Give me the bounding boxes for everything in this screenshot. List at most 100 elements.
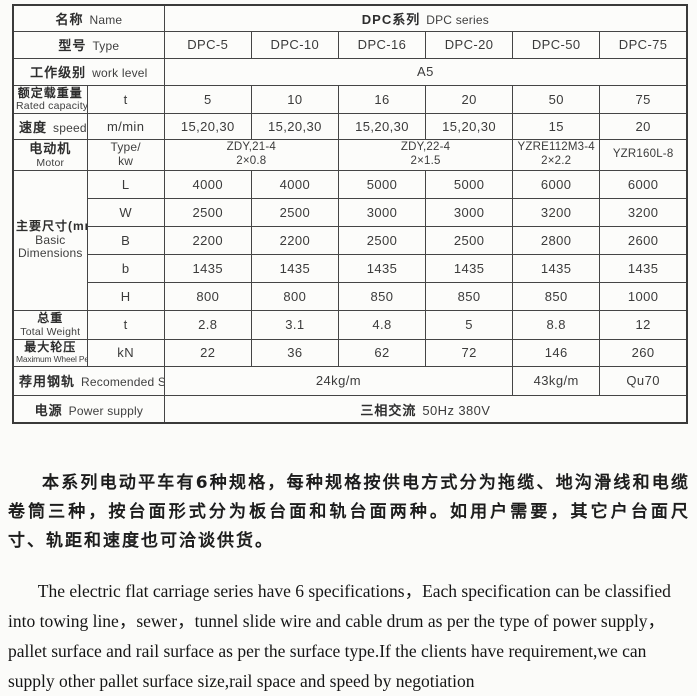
speed-cell: 15,20,30 xyxy=(425,113,514,141)
capacity-cell: 10 xyxy=(250,84,339,115)
dim-cell: 800 xyxy=(163,281,252,311)
capacity-cell: 20 xyxy=(425,84,514,115)
row-type-label: 型号 Type xyxy=(12,30,165,59)
dim-cell: 3200 xyxy=(599,197,688,227)
series-name-zh: DPC系列 xyxy=(361,11,421,27)
pressure-cell: 36 xyxy=(250,338,339,367)
row-dim-L: 主要尺寸(mm) Basic Dimensions L 4000 4000 50… xyxy=(12,169,688,311)
row-speed-label: 速度 speed xyxy=(12,113,88,141)
weight-cell: 5 xyxy=(425,309,514,340)
dim-cell: 850 xyxy=(337,281,427,311)
dim-key: b xyxy=(86,253,165,283)
capacity-cell: 5 xyxy=(163,84,252,115)
chinese-description-paragraph: 本系列电动平车有6种规格，每种规格按供电方式分为拖缆、地沟滑线和电缆卷筒三种，按… xyxy=(8,473,690,551)
dim-cell: 2500 xyxy=(337,225,427,255)
row-name-label-zh: 名称 xyxy=(55,11,84,27)
scanned-spec-page: 名称 Name DPC系列 DPC series 型号 Type DPC-5 DPC-… xyxy=(8,4,690,691)
capacity-cell: 50 xyxy=(512,84,601,115)
speed-cell: 15 xyxy=(512,113,601,141)
dim-key: L xyxy=(86,169,165,199)
english-description-paragraph: The electric flat carriage series have 6… xyxy=(8,580,671,691)
row-name-label: 名称 Name xyxy=(12,4,165,32)
total-weight-unit: t xyxy=(86,309,165,340)
row-name-label-en: Name xyxy=(89,12,123,27)
dim-cell: 2500 xyxy=(425,225,514,255)
dim-key: W xyxy=(86,197,165,227)
pressure-cell: 72 xyxy=(425,338,514,367)
dim-key: H xyxy=(86,281,165,311)
dim-cell: 1435 xyxy=(425,253,514,283)
weight-cell: 3.1 xyxy=(250,309,339,340)
steel-rail-dpc50-cell: 43kg/m xyxy=(512,365,601,396)
dim-cell: 2500 xyxy=(163,197,252,227)
row-max-wheel-pressure: 最大轮压 Maximum Wheel Pessure kN 22 36 62 7… xyxy=(12,338,688,367)
row-dim-H: H 800 800 850 850 850 1000 xyxy=(13,281,688,311)
row-name: 名称 Name DPC系列 DPC series xyxy=(12,4,688,32)
row-work-level: 工作级别 work level A5 xyxy=(12,57,688,86)
power-supply-value: 三相交流 50Hz 380V xyxy=(163,394,688,424)
work-level-value: A5 xyxy=(163,57,688,86)
weight-cell: 2.8 xyxy=(163,309,252,340)
motor-cell-dpc50: YZRE112M3-4 2×2.2 xyxy=(512,139,601,171)
max-wheel-pressure-unit: kN xyxy=(86,338,165,367)
dim-cell: 850 xyxy=(425,281,514,311)
row-rated-capacity-label: 额定载重量 Rated capacity xyxy=(12,84,88,115)
dim-cell: 4000 xyxy=(163,169,252,199)
dim-cell: 6000 xyxy=(599,169,688,199)
row-max-wheel-pressure-label: 最大轮压 Maximum Wheel Pessure xyxy=(12,338,88,367)
row-power-supply-label: 电源 Power supply xyxy=(12,394,165,424)
series-name-en: DPC series xyxy=(426,12,489,27)
dim-cell: 3000 xyxy=(425,197,514,227)
speed-cell: 20 xyxy=(599,113,688,141)
row-speed: 速度 speed m/min 15,20,30 15,20,30 15,20,30… xyxy=(12,113,688,141)
dim-cell: 4000 xyxy=(250,169,339,199)
row-type: 型号 Type DPC-5 DPC-10 DPC-16 DPC-20 DPC-50… xyxy=(12,30,688,59)
type-cell: DPC-50 xyxy=(512,30,601,59)
dim-cell: 5000 xyxy=(425,169,514,199)
dim-cell: 1435 xyxy=(337,253,427,283)
dim-cell: 2500 xyxy=(250,197,339,227)
dim-cell: 6000 xyxy=(512,169,601,199)
motor-unit: Type/ kw xyxy=(86,139,165,171)
row-dim-W: W 2500 2500 3000 3000 3200 3200 xyxy=(13,197,688,227)
row-total-weight: 总重 Total Weight t 2.8 3.1 4.8 5 8.8 12 xyxy=(12,309,688,340)
dim-cell: 3200 xyxy=(512,197,601,227)
speed-unit: m/min xyxy=(86,113,165,141)
dim-cell: 1435 xyxy=(599,253,688,283)
type-cell: DPC-20 xyxy=(425,30,514,59)
pressure-cell: 260 xyxy=(599,338,688,367)
row-motor: 电动机 Motor Type/ kw ZDY,21-4 2×0.8 ZDY,22… xyxy=(12,139,688,171)
dim-cell: 2800 xyxy=(512,225,601,255)
pressure-cell: 62 xyxy=(337,338,427,367)
row-name-value: DPC系列 DPC series xyxy=(163,4,688,32)
weight-cell: 8.8 xyxy=(512,309,601,340)
row-power-supply: 电源 Power supply 三相交流 50Hz 380V xyxy=(12,394,688,424)
steel-rail-span-cell: 24kg/m xyxy=(163,365,514,396)
type-cell: DPC-5 xyxy=(163,30,252,59)
motor-cell-dpc16-20: ZDY,22-4 2×1.5 xyxy=(337,139,514,171)
dpc-spec-table: 名称 Name DPC系列 DPC series 型号 Type DPC-5 DPC-… xyxy=(12,4,688,425)
type-cell: DPC-10 xyxy=(250,30,339,59)
row-dim-b: b 1435 1435 1435 1435 1435 1435 xyxy=(13,253,688,283)
row-motor-label: 电动机 Motor xyxy=(12,139,88,171)
dim-cell: 850 xyxy=(512,281,601,311)
dim-cell: 3000 xyxy=(337,197,427,227)
dim-cell: 5000 xyxy=(337,169,427,199)
row-total-weight-label: 总重 Total Weight xyxy=(12,309,88,340)
speed-cell: 15,20,30 xyxy=(337,113,427,141)
row-rated-capacity: 额定载重量 Rated capacity t 5 10 16 20 50 75 xyxy=(12,84,688,115)
dim-key: B xyxy=(86,225,165,255)
dim-cell: 1435 xyxy=(250,253,339,283)
steel-rail-dpc75-cell: Qu70 xyxy=(599,365,688,396)
dim-cell: 1435 xyxy=(512,253,601,283)
pressure-cell: 146 xyxy=(512,338,601,367)
dim-cell: 2600 xyxy=(599,225,688,255)
speed-cell: 15,20,30 xyxy=(250,113,339,141)
type-cell: DPC-16 xyxy=(337,30,427,59)
motor-cell-dpc75: YZR160L-8 xyxy=(599,139,688,171)
type-cell: DPC-75 xyxy=(599,30,688,59)
capacity-cell: 75 xyxy=(599,84,688,115)
motor-cell-dpc5-10: ZDY,21-4 2×0.8 xyxy=(163,139,339,171)
speed-cell: 15,20,30 xyxy=(163,113,252,141)
